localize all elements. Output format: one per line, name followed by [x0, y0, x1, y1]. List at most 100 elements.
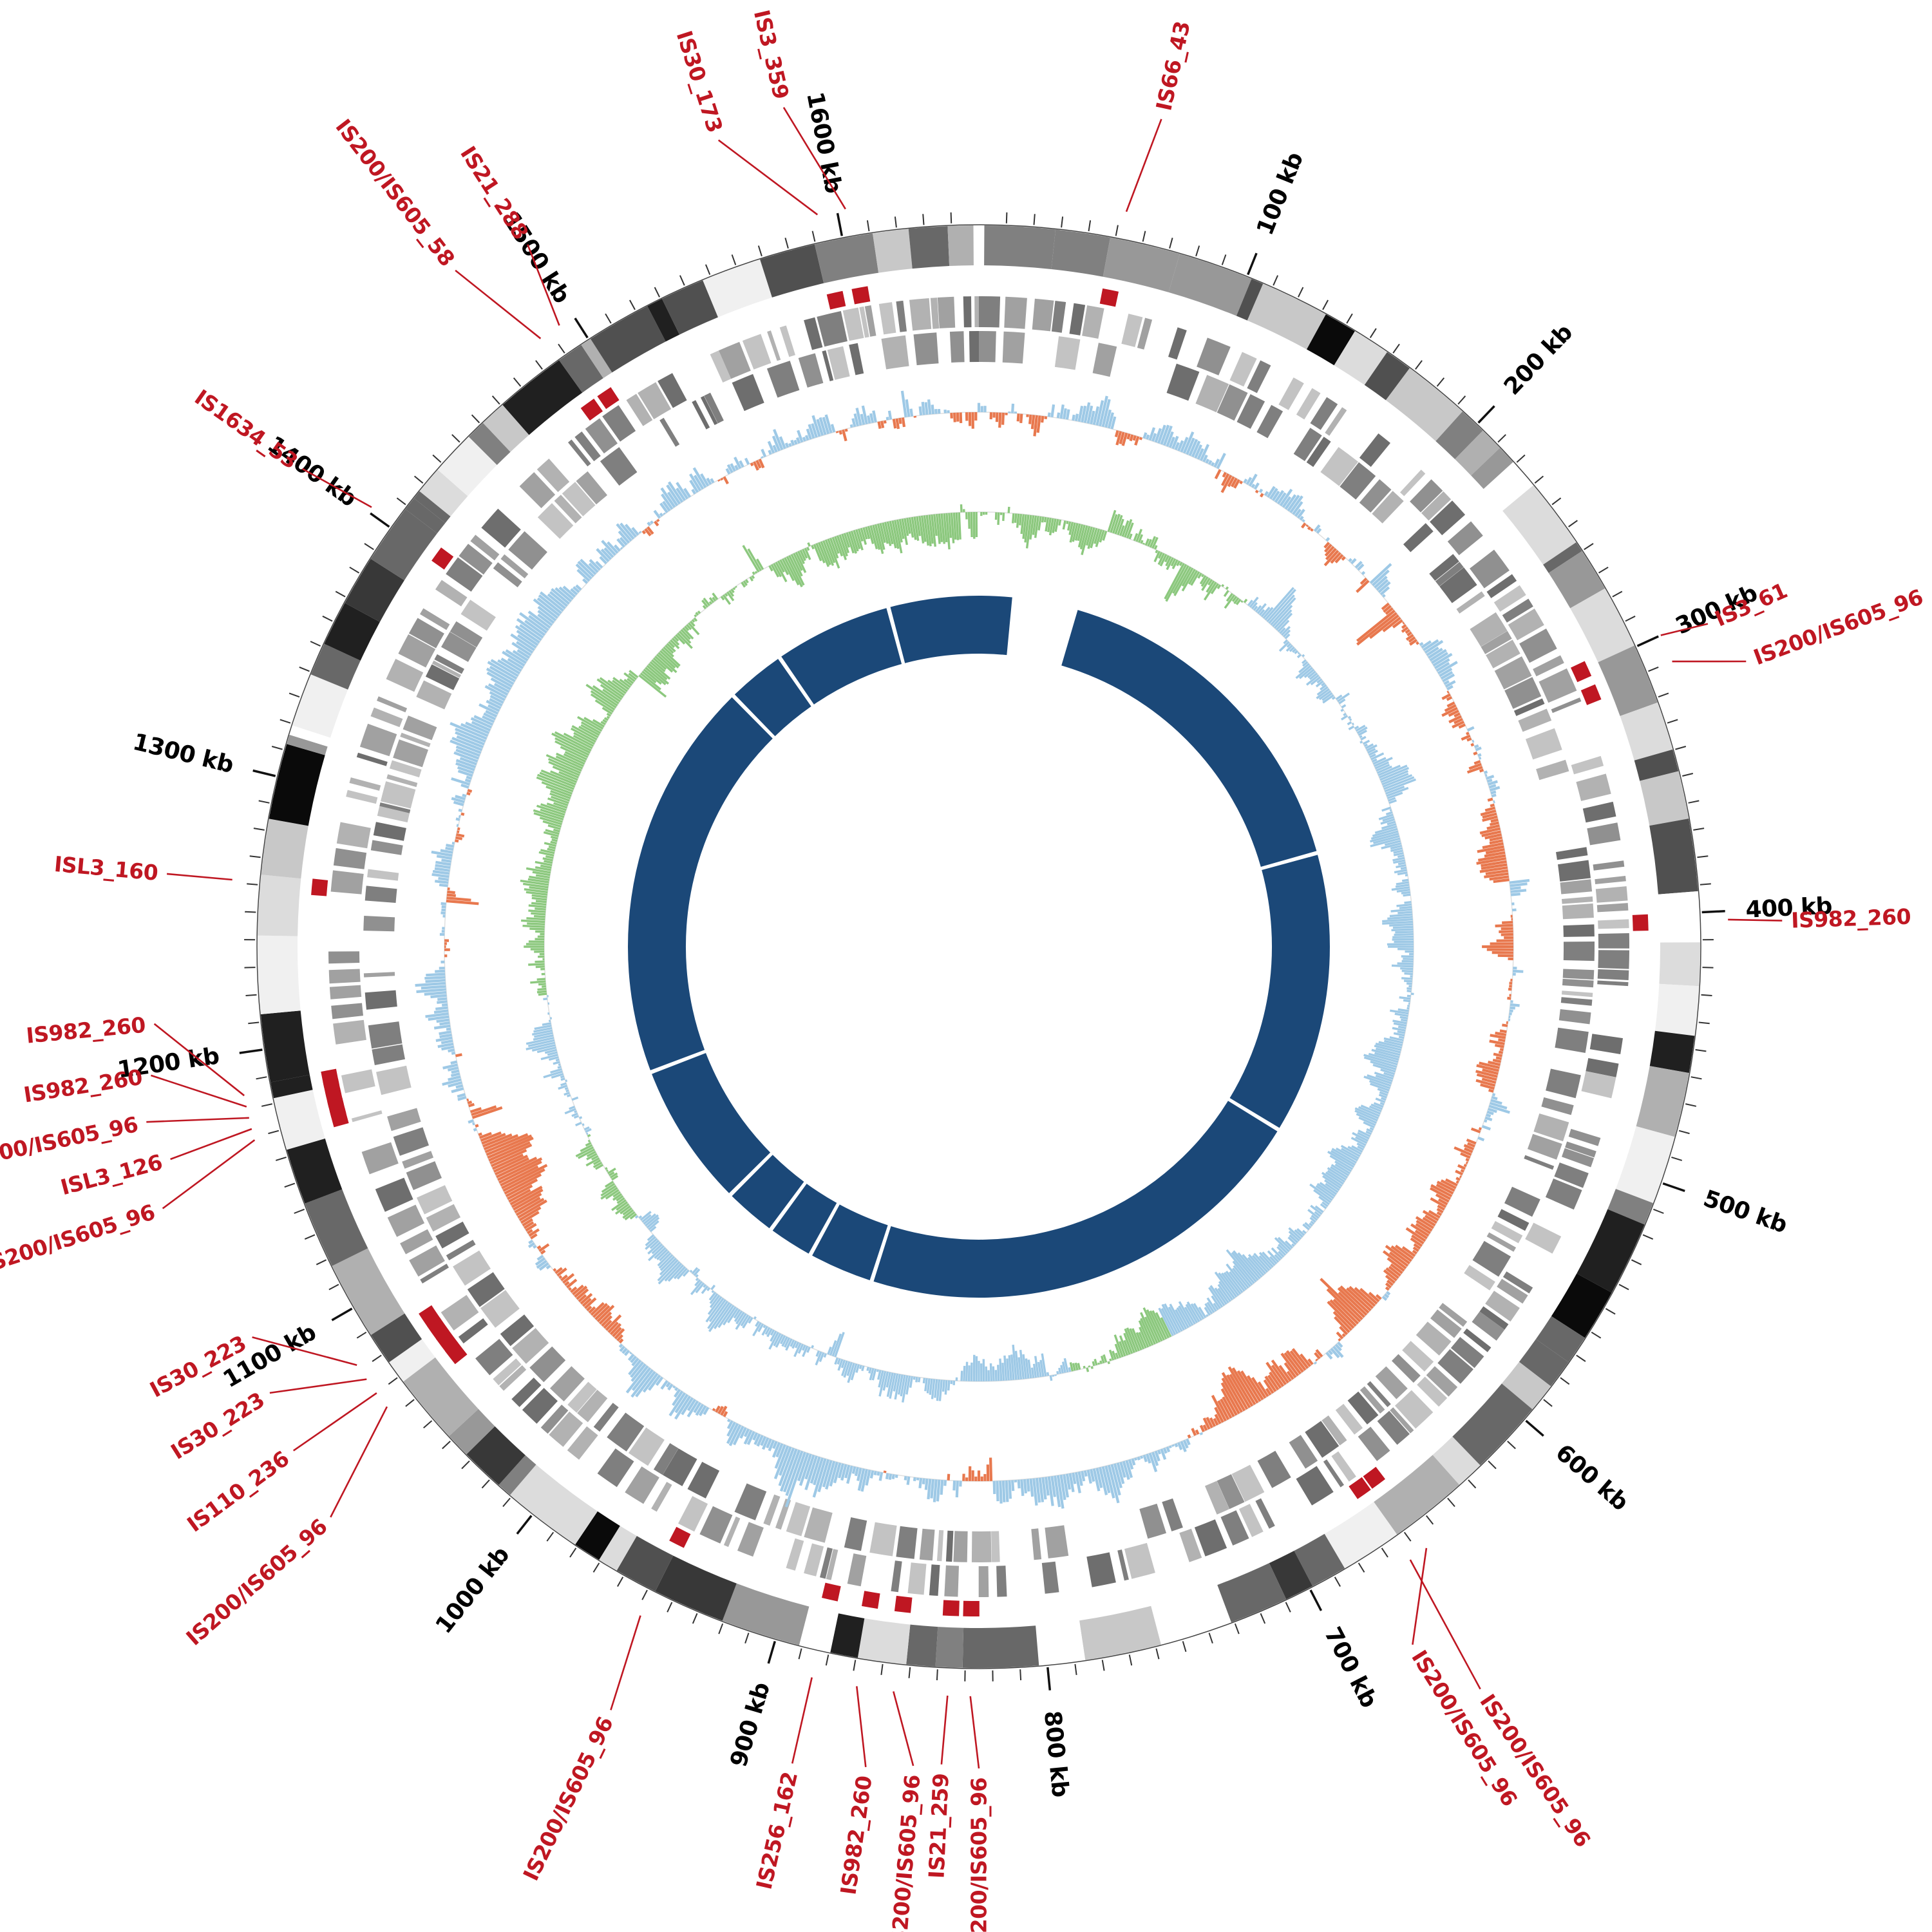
gc-content-bar [670, 639, 680, 650]
gc-skew-bar [1016, 413, 1020, 422]
gc-content-bar [528, 963, 545, 966]
gc-skew-bar [596, 1305, 615, 1323]
gc-skew-bar [1122, 1461, 1130, 1480]
gc-content-bar [1357, 1132, 1370, 1140]
gc-skew-bar [1332, 1311, 1353, 1331]
gc-content-bar [1375, 1074, 1393, 1083]
gc-content-bar [807, 542, 811, 547]
gc-skew-bar [1424, 1215, 1437, 1224]
minor-tick [1690, 1076, 1702, 1080]
gc-skew-bar [1442, 673, 1455, 683]
gc-skew-bar [1401, 624, 1407, 629]
gc-content-bar [853, 529, 861, 549]
ideogram-block [403, 1357, 478, 1436]
gc-content-bar [1395, 931, 1414, 934]
gc-content-bar [926, 1378, 931, 1394]
gc-skew-bar [1383, 1269, 1397, 1282]
gc-skew-bar [446, 896, 471, 902]
gc-skew-bar [1473, 751, 1478, 755]
minor-tick [1208, 1633, 1213, 1644]
cds-block [1518, 708, 1552, 732]
gc-content-bar [1370, 837, 1401, 848]
gc-content-bar [931, 514, 936, 547]
gc-skew-bar [488, 1141, 531, 1162]
gc-skew-bar [488, 704, 500, 712]
gc-content-bar [1206, 1297, 1217, 1312]
gc-content-bar [712, 592, 719, 600]
gc-content-bar [1397, 854, 1405, 858]
gc-content-bar [1047, 517, 1052, 533]
gc-skew-bar [1441, 706, 1458, 717]
gc-skew-bar [491, 1149, 527, 1168]
gc-content-bar [580, 721, 601, 734]
gc-content-bar [1356, 1113, 1377, 1124]
minor-tick [289, 692, 300, 698]
cds-block [844, 1517, 867, 1551]
gc-skew-bar [1065, 409, 1070, 420]
gc-content-bar [1113, 1334, 1124, 1358]
cds-block [1595, 876, 1626, 884]
minor-tick [1381, 1548, 1388, 1558]
gc-skew-bar [715, 1405, 721, 1413]
gc-skew-bar [600, 548, 612, 560]
cds-block [1598, 950, 1629, 969]
contig-arc [732, 1155, 804, 1229]
gc-content-bar [668, 641, 676, 649]
gc-skew-bar [1437, 661, 1458, 675]
gc-content-bar [585, 683, 618, 706]
minor-tick [731, 254, 737, 265]
ideogram-block [510, 1464, 598, 1545]
ideogram-block [1551, 1273, 1612, 1338]
ideogram-block [1455, 430, 1500, 476]
gc-skew-bar [1411, 1234, 1425, 1245]
gc-skew-bar [833, 1462, 842, 1484]
gc-skew-bar [528, 1239, 534, 1245]
cds-block [519, 472, 556, 509]
gc-skew-bar [1202, 1417, 1211, 1430]
gc-content-bar [533, 1034, 554, 1041]
gc-skew-bar [484, 1133, 529, 1153]
gc-skew-bar [1323, 549, 1340, 567]
gc-content-bar [1359, 735, 1363, 739]
gc-content-bar [948, 513, 952, 538]
minor-tick [1497, 434, 1506, 443]
cds-block [1504, 1186, 1540, 1217]
gc-content-bar [1275, 612, 1293, 631]
gc-skew-bar [1415, 1216, 1434, 1229]
gc-content-bar [540, 808, 565, 819]
gc-skew-bar [1510, 889, 1527, 893]
gc-skew-bar [609, 1323, 622, 1336]
cds-block [387, 1204, 425, 1237]
gc-content-bar [935, 514, 941, 544]
gc-content-bar [544, 842, 556, 848]
gc-skew-bar [490, 659, 519, 677]
gc-content-bar [586, 1150, 596, 1157]
gc-skew-bar [1466, 1138, 1477, 1145]
gc-content-bar [1237, 1252, 1261, 1280]
minor-tick [299, 666, 310, 672]
gc-skew-bar [1498, 1050, 1503, 1054]
gc-content-bar [1327, 1167, 1347, 1181]
gc-skew-bar [1081, 405, 1087, 423]
gc-content-bar [665, 645, 674, 654]
gc-content-bar [1218, 1281, 1233, 1301]
gc-skew-bar [895, 1474, 898, 1479]
gc-content-bar [1025, 515, 1032, 549]
gc-skew-bar [607, 541, 619, 554]
gc-skew-bar [1474, 744, 1479, 749]
gc-content-bar [645, 1238, 658, 1250]
cds-block [699, 1506, 733, 1544]
minor-tick [629, 299, 636, 310]
gc-content-bar [573, 732, 595, 745]
gc-skew-bar [838, 1463, 845, 1479]
gc-skew-bar [695, 1403, 705, 1416]
ideogram-block [984, 225, 1056, 269]
is-marker-dash [826, 290, 846, 310]
gc-content-bar [732, 587, 736, 591]
cds-block [1137, 317, 1153, 350]
gc-content-bar [1384, 840, 1401, 846]
gc-skew-bar [1151, 433, 1157, 442]
gc-content-bar [600, 1184, 617, 1197]
cds-block [930, 298, 940, 329]
gc-content-bar [820, 541, 831, 565]
